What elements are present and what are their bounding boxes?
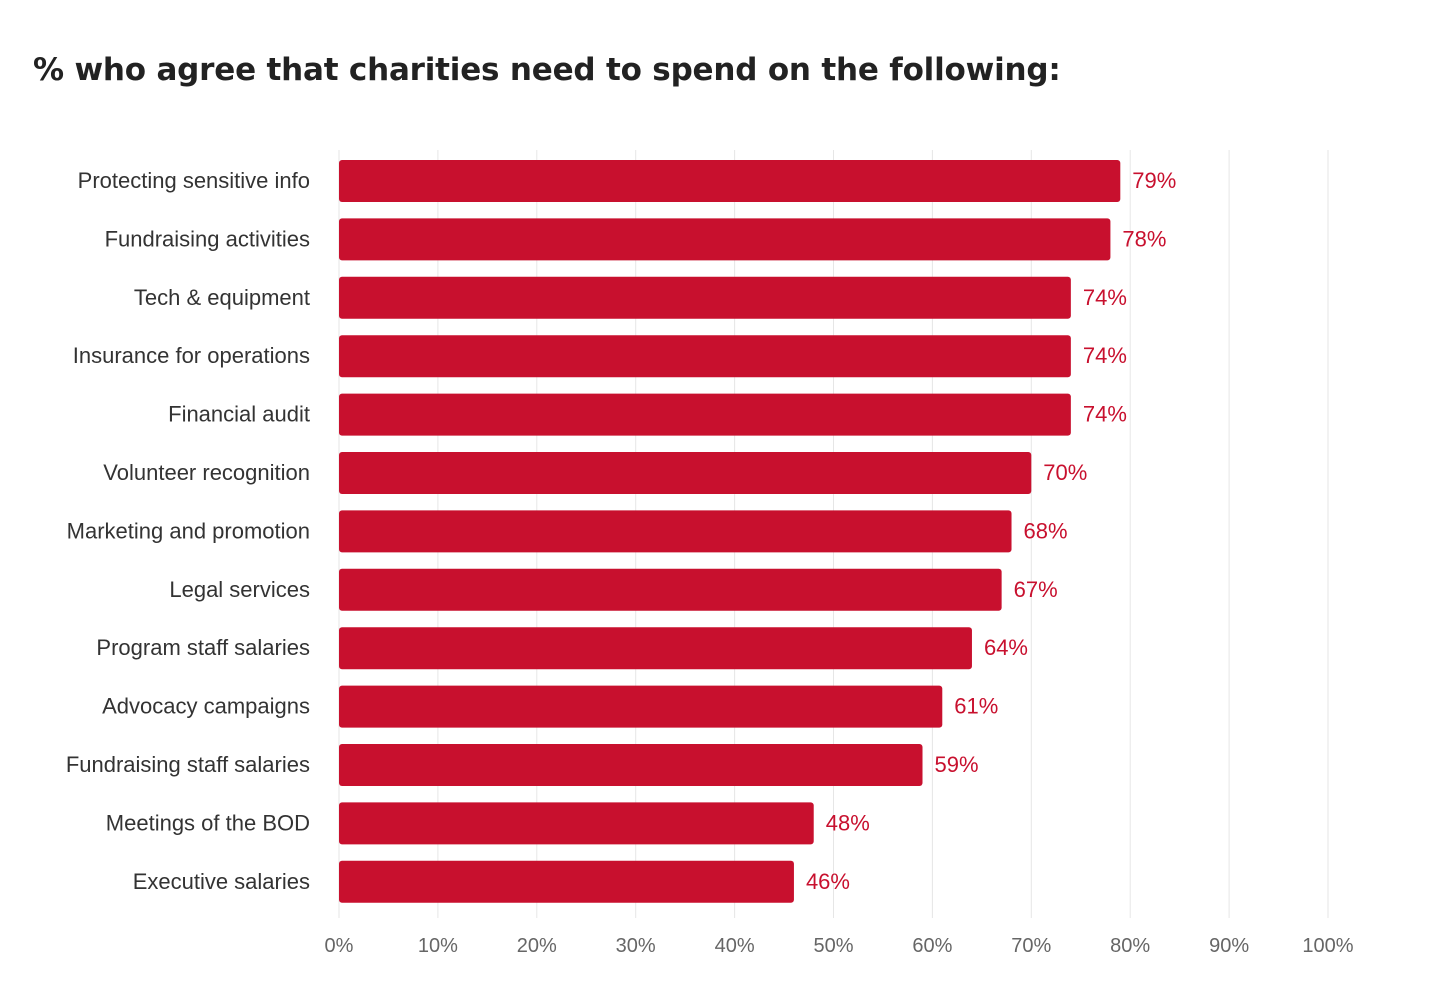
- category-label: Advocacy campaigns: [102, 694, 310, 719]
- category-label: Fundraising activities: [105, 226, 310, 251]
- data-label: 79%: [1132, 168, 1176, 193]
- category-label: Program staff salaries: [96, 635, 310, 660]
- category-label: Executive salaries: [133, 869, 310, 894]
- x-tick-label: 30%: [616, 935, 656, 957]
- category-label: Fundraising staff salaries: [66, 752, 310, 777]
- bar: [339, 802, 814, 845]
- data-label: 48%: [826, 810, 870, 835]
- category-label: Meetings of the BOD: [106, 810, 310, 835]
- category-label: Tech & equipment: [134, 285, 310, 310]
- bar: [339, 452, 1032, 494]
- bar: [339, 160, 1121, 202]
- data-label: 70%: [1043, 460, 1087, 485]
- bar: [339, 393, 1071, 436]
- data-label: 64%: [984, 635, 1028, 660]
- bar: [339, 218, 1111, 261]
- category-label: Protecting sensitive info: [78, 168, 310, 193]
- x-tick-label: 90%: [1209, 935, 1249, 957]
- data-label: 74%: [1083, 285, 1127, 310]
- x-tick-label: 50%: [813, 935, 853, 957]
- data-label: 67%: [1014, 577, 1058, 602]
- x-tick-label: 70%: [1011, 935, 1051, 957]
- bar: [339, 276, 1071, 319]
- category-label: Legal services: [169, 577, 310, 602]
- x-tick-label: 10%: [418, 935, 458, 957]
- category-label: Marketing and promotion: [67, 518, 310, 543]
- bar: [339, 744, 923, 786]
- data-label: 46%: [806, 869, 850, 894]
- x-tick-label: 0%: [325, 935, 354, 957]
- category-label: Insurance for operations: [73, 343, 310, 368]
- data-label: 74%: [1083, 343, 1127, 368]
- x-tick-label: 80%: [1110, 935, 1150, 957]
- x-tick-label: 60%: [912, 935, 952, 957]
- bar: [339, 335, 1071, 378]
- data-label: 59%: [935, 752, 979, 777]
- bar: [339, 685, 943, 728]
- x-tick-label: 40%: [715, 935, 755, 957]
- x-tick-label: 100%: [1302, 935, 1353, 957]
- data-label: 61%: [954, 694, 998, 719]
- data-label: 78%: [1122, 226, 1166, 251]
- chart-title: % who agree that charities need to spend…: [33, 52, 1061, 88]
- bar: [339, 860, 794, 903]
- data-label: 74%: [1083, 402, 1127, 427]
- data-label: 68%: [1024, 518, 1068, 543]
- category-label: Financial audit: [168, 402, 310, 427]
- bar: [339, 510, 1012, 553]
- bar: [339, 627, 972, 670]
- x-tick-label: 20%: [517, 935, 557, 957]
- bar: [339, 568, 1002, 611]
- category-label: Volunteer recognition: [103, 460, 310, 485]
